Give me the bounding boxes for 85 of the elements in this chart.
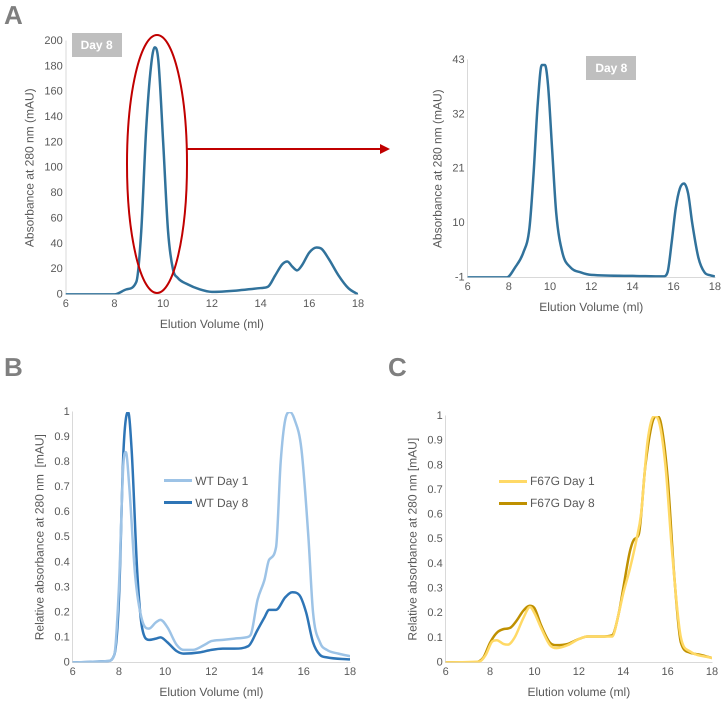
- x-tick-label: 18: [708, 281, 722, 294]
- x-tick-label: 6: [70, 666, 76, 678]
- y-tick-label: 0.7: [427, 484, 443, 496]
- y-tick-label: 60: [50, 212, 63, 224]
- legend-label: WT Day 1: [195, 474, 248, 488]
- y-tick-label: 0.5: [427, 533, 443, 546]
- y-tick-label: 0.3: [54, 581, 70, 594]
- y-tick-label: 32: [452, 108, 465, 120]
- x-tick-label: 6: [442, 666, 449, 678]
- y-tick-label: 0.3: [427, 582, 443, 595]
- x-tick-label: 16: [303, 298, 316, 310]
- y-tick-label: 0.2: [427, 607, 443, 620]
- x-tick-label: 16: [298, 666, 310, 678]
- y-tick-label: 1: [436, 410, 443, 422]
- y-tick-label: 0.6: [54, 506, 70, 518]
- x-axis-title: Elution Volume (ml): [159, 685, 264, 700]
- line-series: [446, 416, 712, 662]
- y-tick-label: 10: [452, 217, 465, 230]
- y-tick-label: 0.8: [54, 456, 70, 468]
- y-tick-label: 0.5: [54, 531, 70, 544]
- x-tick-label: 18: [706, 666, 718, 678]
- x-tick-label: 12: [206, 298, 218, 310]
- x-tick-label: 8: [487, 666, 494, 678]
- y-axis-title: Absorbance at 280 nm (mAU): [22, 88, 37, 248]
- y-tick-label: 43: [452, 54, 465, 66]
- legend-label: F67G Day 1: [530, 474, 595, 488]
- y-tick-label: 80: [50, 187, 63, 200]
- y-tick-label: 21: [452, 162, 465, 175]
- x-tick-label: 8: [111, 298, 118, 310]
- y-tick-label: 140: [44, 111, 63, 124]
- x-tick-label: 16: [661, 666, 674, 678]
- x-tick-label: 6: [62, 298, 69, 310]
- x-tick-label: 14: [617, 666, 630, 678]
- x-tick-label: 14: [254, 298, 267, 310]
- y-tick-label: -1: [454, 271, 465, 284]
- y-tick-label: 0.1: [427, 632, 443, 644]
- x-tick-label: 18: [352, 298, 364, 310]
- y-tick-label: 180: [44, 60, 63, 72]
- y-axis-title: Absorbance at 280 nm (mAU): [430, 89, 445, 248]
- line-series: [72, 412, 350, 662]
- x-tick-label: 12: [585, 281, 598, 294]
- y-tick-label: 40: [50, 238, 63, 250]
- y-tick-label: 100: [44, 162, 63, 174]
- y-tick-label: 0.9: [54, 431, 70, 444]
- y-tick-label: 200: [44, 35, 63, 48]
- chart-title: A: [4, 0, 23, 31]
- legend-label: WT Day 8: [195, 496, 248, 510]
- y-tick-label: 0.8: [427, 459, 443, 472]
- x-tick-label: 6: [464, 281, 471, 294]
- legend-label: F67G Day 8: [530, 496, 595, 510]
- y-tick-label: 0.4: [427, 558, 443, 570]
- y-tick-label: 120: [44, 136, 63, 148]
- y-tick-label: 160: [44, 86, 63, 98]
- annotation: Day 8: [72, 33, 122, 58]
- x-axis-title: Elution Volume (ml): [539, 300, 644, 314]
- x-axis-title: Elution Volume (ml): [160, 317, 264, 332]
- y-tick-label: 0.6: [427, 508, 443, 521]
- x-tick-label: 10: [528, 666, 541, 678]
- chart-title: B: [4, 352, 23, 383]
- x-tick-label: 10: [544, 281, 556, 294]
- x-tick-label: 8: [506, 281, 512, 294]
- x-axis-title: Elution volume (ml): [527, 685, 630, 700]
- y-tick-label: 0: [436, 656, 443, 668]
- y-tick-label: 0.9: [427, 434, 443, 447]
- y-tick-label: 0.7: [54, 481, 70, 494]
- y-tick-label: 1: [64, 406, 70, 418]
- y-tick-label: 0: [64, 656, 70, 668]
- x-tick-label: 16: [668, 281, 680, 294]
- x-tick-label: 14: [251, 666, 264, 678]
- x-tick-label: 10: [157, 298, 170, 310]
- x-tick-label: 10: [159, 666, 172, 678]
- x-tick-label: 8: [116, 666, 122, 678]
- x-tick-label: 12: [572, 666, 585, 678]
- y-tick-label: 0.4: [54, 556, 70, 568]
- y-tick-label: 0.2: [54, 606, 70, 618]
- chart-title: C: [388, 352, 407, 383]
- y-axis-title: Relative absorbance at 280 nm [mAU]: [32, 434, 47, 640]
- x-tick-label: 18: [344, 666, 356, 678]
- y-tick-label: 0.1: [54, 631, 70, 644]
- x-tick-label: 14: [626, 281, 639, 294]
- y-axis-title: Relative absorbance at 280 nm [mAU]: [406, 438, 420, 641]
- x-tick-label: 12: [205, 666, 218, 678]
- y-tick-label: 20: [50, 263, 63, 276]
- y-tick-label: 0: [56, 288, 63, 300]
- annotation: Day 8: [586, 56, 636, 80]
